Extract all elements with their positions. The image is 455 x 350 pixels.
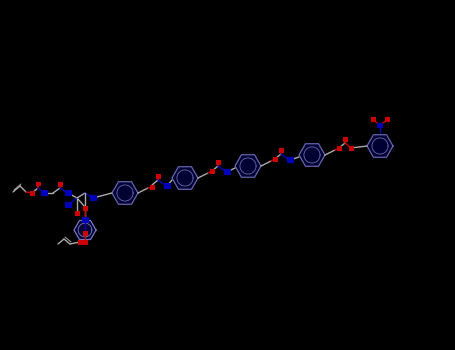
Bar — [337, 146, 342, 150]
Polygon shape — [235, 155, 261, 177]
Bar — [278, 147, 283, 153]
Polygon shape — [112, 182, 138, 204]
Bar — [75, 210, 80, 216]
Bar — [82, 239, 87, 245]
Bar — [90, 195, 96, 201]
Polygon shape — [172, 167, 198, 189]
Bar — [349, 146, 354, 150]
Bar — [40, 190, 47, 196]
Bar — [77, 239, 82, 245]
Bar — [370, 117, 375, 121]
Bar — [65, 190, 71, 196]
Bar — [163, 183, 171, 189]
Bar — [150, 184, 155, 189]
Bar — [81, 217, 89, 223]
Polygon shape — [299, 144, 325, 166]
Bar — [156, 174, 161, 178]
Bar — [57, 182, 62, 187]
Bar — [343, 136, 348, 141]
Bar — [209, 168, 214, 174]
Bar — [377, 122, 383, 127]
Bar — [273, 156, 278, 161]
Bar — [287, 157, 293, 163]
Bar — [35, 182, 40, 186]
Bar — [384, 117, 389, 121]
Bar — [216, 160, 221, 164]
Bar — [65, 202, 71, 208]
Bar — [82, 205, 87, 210]
Polygon shape — [74, 220, 96, 239]
Bar — [30, 190, 35, 196]
Polygon shape — [367, 135, 393, 157]
Bar — [82, 231, 87, 236]
Bar — [223, 169, 231, 175]
